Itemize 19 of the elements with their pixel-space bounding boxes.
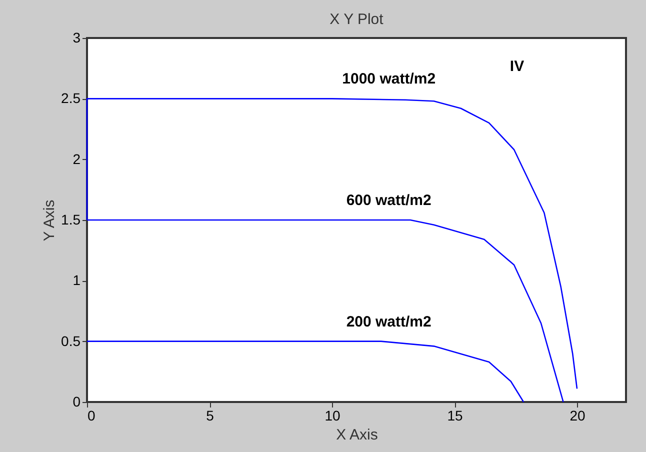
x-tick-label: 15 xyxy=(447,408,463,424)
y-tick-label: 3 xyxy=(72,30,81,46)
x-tick-label: 10 xyxy=(324,408,340,424)
y-tick-label: 2 xyxy=(72,150,81,167)
annotation: IV xyxy=(510,58,524,75)
chart-title: X Y Plot xyxy=(330,11,384,28)
series-label: 1000 watt/m2 xyxy=(342,70,436,88)
x-tick-label: 20 xyxy=(570,408,586,424)
series-label: 200 watt/m2 xyxy=(346,313,432,330)
y-tick-label: 0 xyxy=(72,394,81,410)
series-label: 600 watt/m2 xyxy=(346,192,432,209)
y-tick-label: 1 xyxy=(72,272,81,288)
x-tick-label: 5 xyxy=(206,408,214,424)
y-tick-label: 2.5 xyxy=(61,90,81,106)
y-tick-label: 0.5 xyxy=(61,332,81,349)
y-tick-label: 1.5 xyxy=(61,212,81,228)
y-axis-title: Y Axis xyxy=(41,200,58,242)
x-tick-label: 0 xyxy=(88,408,96,424)
x-axis-title: X Axis xyxy=(336,426,378,444)
